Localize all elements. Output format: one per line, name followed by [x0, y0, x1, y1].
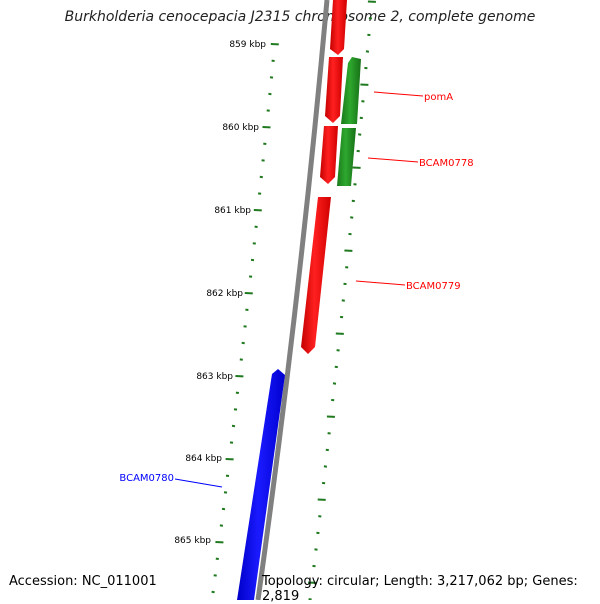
gene-label-bcam0780[interactable]: BCAM0780	[119, 473, 174, 484]
gene-green[interactable]	[341, 57, 361, 124]
kbp-label: 860 kbp	[222, 123, 259, 133]
leader-line	[374, 92, 423, 96]
gene-green[interactable]	[337, 128, 356, 186]
gene-label-bcam0778[interactable]: BCAM0778	[419, 158, 474, 169]
kbp-label: 864 kbp	[185, 454, 222, 464]
gene-forward[interactable]	[330, 0, 347, 55]
gene-label-bcam0779[interactable]: BCAM0779	[406, 281, 461, 292]
leader-line	[368, 158, 418, 162]
leader-line	[356, 281, 405, 285]
accession-text: Accession: NC_011001	[9, 574, 157, 589]
kbp-label: 863 kbp	[196, 372, 233, 382]
gene-label-pomA[interactable]: pomA	[424, 92, 453, 103]
kbp-label: 861 kbp	[214, 206, 251, 216]
kbp-label: 859 kbp	[229, 40, 266, 50]
gene-forward[interactable]	[325, 57, 343, 123]
kbp-label: 862 kbp	[206, 289, 243, 299]
gene-forward[interactable]	[320, 126, 338, 184]
leader-line	[175, 479, 222, 487]
kbp-label: 865 kbp	[174, 536, 211, 546]
